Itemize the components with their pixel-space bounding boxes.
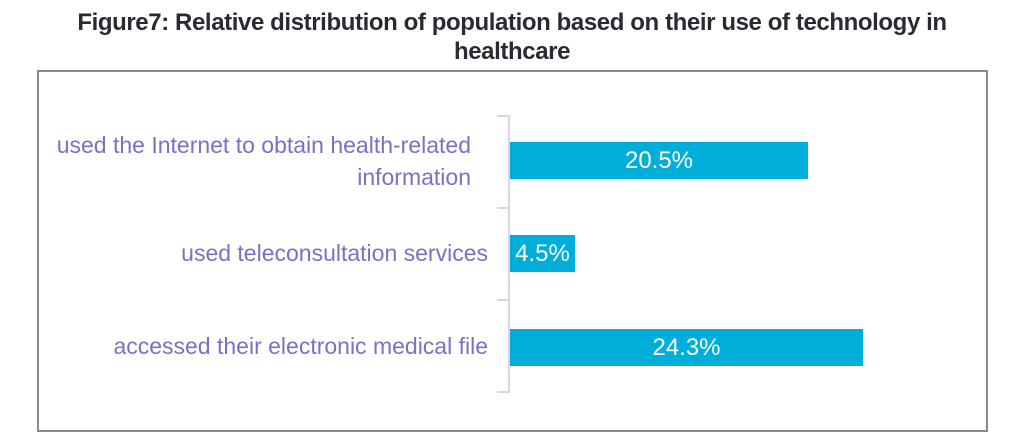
bar-teleconsultation: 4.5% <box>510 235 575 272</box>
bar-value-label: 4.5% <box>515 239 570 267</box>
bar-internet-health-info: 20.5% <box>510 142 808 179</box>
category-label-internet-health-info: used the Internet to obtain health-relat… <box>56 132 471 190</box>
bar-value-label: 20.5% <box>624 146 694 174</box>
bar-electronic-medical-file: 24.3% <box>510 329 863 366</box>
chart-plot-area: used the Internet to obtain health-relat… <box>37 70 988 432</box>
category-label-teleconsultation: used teleconsultation services <box>181 240 488 266</box>
y-axis-tick <box>497 207 509 209</box>
y-axis-line <box>508 115 510 393</box>
category-label-electronic-medical-file: accessed their electronic medical file <box>113 332 488 359</box>
y-axis-tick <box>497 391 509 393</box>
y-axis-tick <box>497 299 509 301</box>
y-axis-tick <box>497 115 509 117</box>
figure-title: Figure7: Relative distribution of popula… <box>77 9 947 65</box>
bar-value-label: 24.3% <box>652 333 721 361</box>
